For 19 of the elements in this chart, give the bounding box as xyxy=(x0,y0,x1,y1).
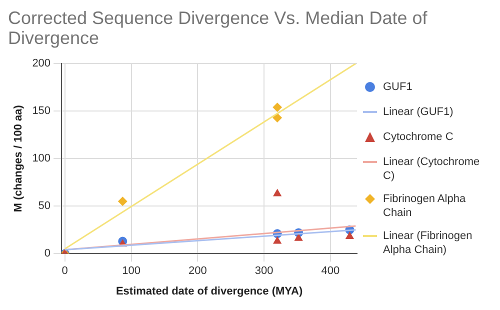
chart-title: Corrected Sequence Divergence Vs. Median Date of Divergence xyxy=(8,8,428,48)
x-tick-label: 100 xyxy=(122,265,140,278)
legend-label: Linear (Fibrinogen Alpha Chain) xyxy=(383,229,474,257)
y-axis-title: M (changes / 100 aa) xyxy=(12,104,25,212)
x-tick-label: 300 xyxy=(254,265,274,278)
y-tick-label: 100 xyxy=(32,152,51,165)
x-tick-label: 0 xyxy=(62,265,68,278)
y-tick-label: 50 xyxy=(38,200,51,212)
legend-label: Linear (GUF1) xyxy=(383,105,454,119)
legend-label: Cytochrome C xyxy=(383,130,454,144)
y-tick-label: 0 xyxy=(44,248,51,260)
legend-label: Fibrinogen Alpha Chain xyxy=(383,192,467,220)
legend-label: GUF1 xyxy=(383,80,412,94)
legend-label: Linear (Cytochrome C) xyxy=(383,155,481,183)
x-tick-label: 200 xyxy=(188,265,207,278)
y-tick-label: 150 xyxy=(32,105,51,118)
x-tick-label: 400 xyxy=(321,265,340,278)
y-tick-label: 200 xyxy=(32,58,51,70)
x-axis-title: Estimated date of divergence (MYA) xyxy=(116,285,303,298)
